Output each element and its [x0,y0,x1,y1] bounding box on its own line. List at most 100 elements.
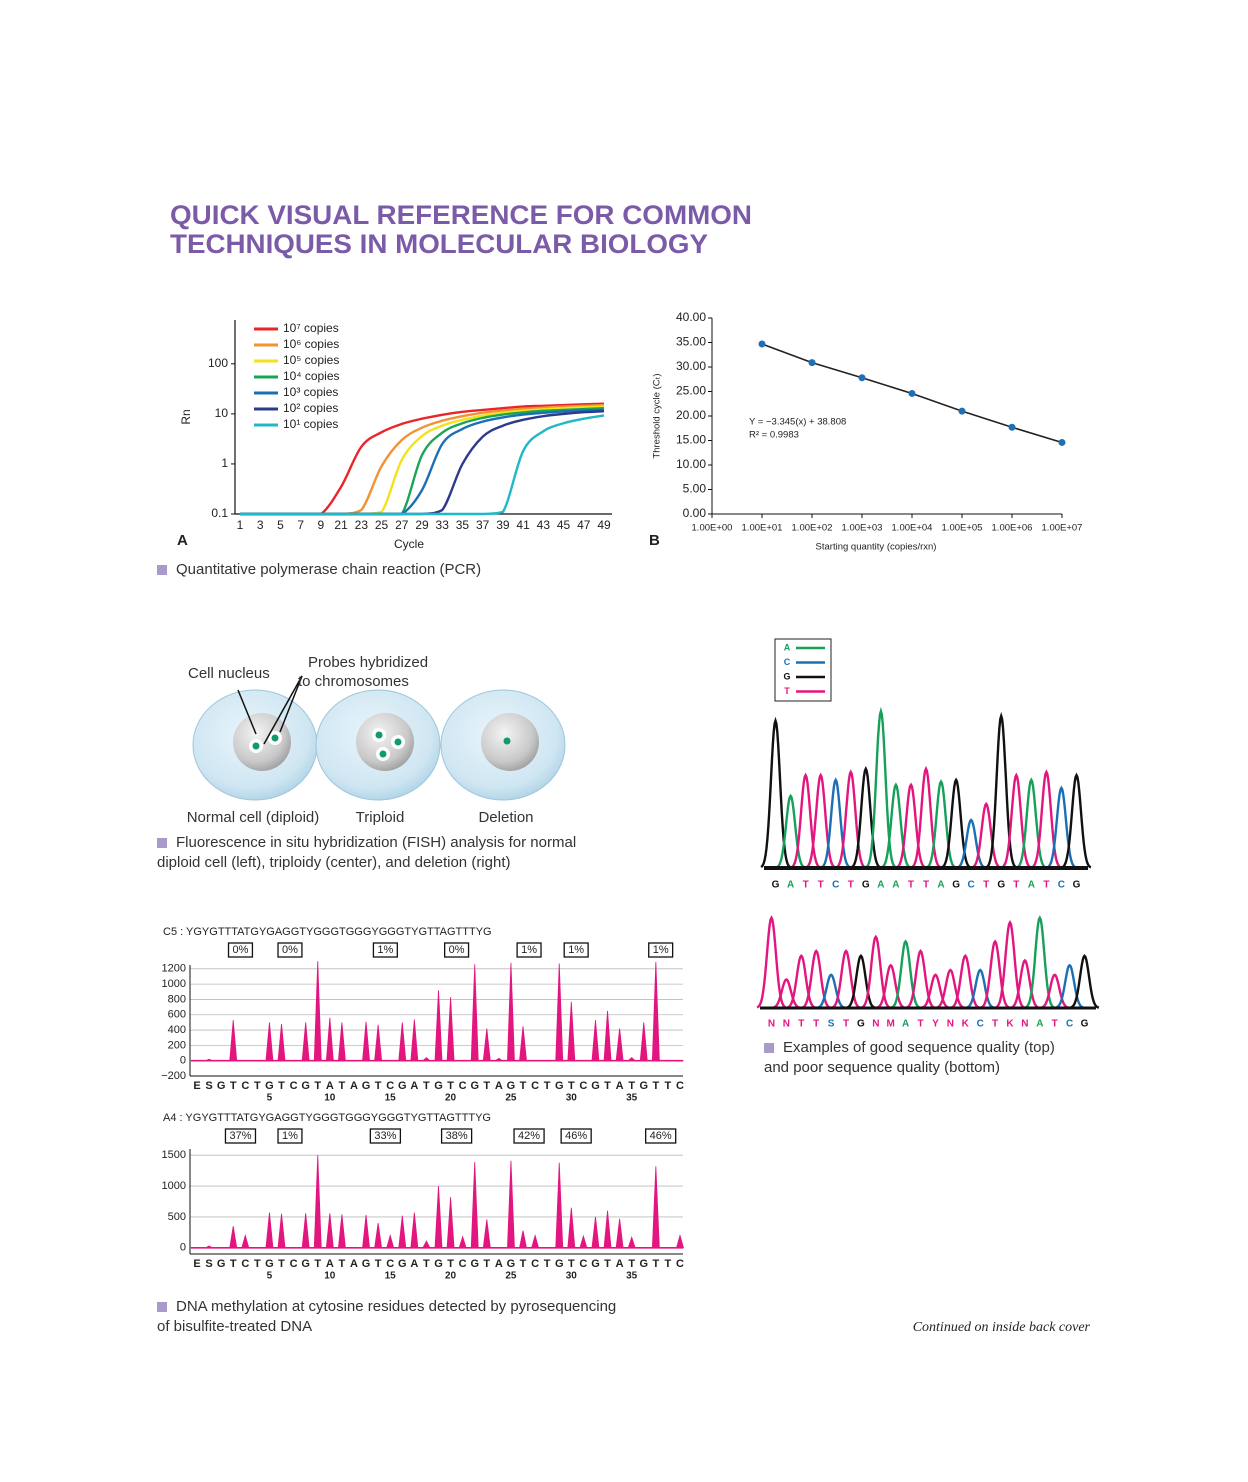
base-call: A [937,880,944,891]
base-call: T [848,880,854,891]
dispensation-label: G [434,1258,443,1270]
dispensation-label: E [193,1080,200,1092]
caption-marker [157,838,167,848]
y-tick-label: 600 [168,1009,186,1021]
caption: of bisulfite-treated DNA [157,1318,312,1335]
trace-peak [831,949,861,1009]
peak [410,1019,419,1062]
base-call: C [977,1019,984,1030]
trace-peak [971,801,1001,869]
dispensation-label: G [265,1258,274,1270]
peak [639,1022,648,1062]
fish-label: Cell nucleus [188,665,270,682]
caption: Examples of good sequence quality (top) [783,1039,1055,1056]
base-call: M [887,1019,895,1030]
trace-peak [876,963,906,1009]
dispensation-label: A [410,1080,418,1092]
base-call: G [997,880,1005,891]
legend-label: A [784,642,791,652]
peak [555,963,564,1062]
page-title: TECHNIQUES IN MOLECULAR BIOLOGY [170,229,708,259]
x-tick-label: 39 [496,518,510,532]
peak [386,1234,395,1249]
trace-peak [926,779,957,869]
dispensation-label: T [254,1080,261,1092]
dispensation-label: T [628,1258,635,1270]
trace-peak [1031,769,1062,869]
peak [277,1023,286,1062]
x-tick-label: 20 [445,1093,457,1104]
fish-label: Deletion [478,809,533,826]
peak [446,1197,455,1249]
label-box [277,942,303,958]
dispensation-label: T [544,1258,551,1270]
caption: Fluorescence in situ hybridization (FISH… [176,834,576,851]
dispensation-label: G [470,1080,479,1092]
peak [265,1022,274,1062]
methylation-label: 33% [374,1130,396,1142]
methylation-label: 1% [653,944,669,956]
label-box [369,1128,402,1144]
label-box [440,1128,473,1144]
peak [229,1020,238,1062]
trace-peak [786,954,816,1009]
x-tick-label: 29 [415,518,429,532]
y-tick-label: 10.00 [676,457,706,471]
data-point [1008,423,1016,431]
pointer [263,675,303,745]
legend-label: C [784,657,791,667]
base-call: A [1028,880,1035,891]
base-call: C [968,880,975,891]
dispensation-label: C [386,1258,394,1270]
trace-peak [1061,772,1092,869]
dispensation-label: T [278,1080,285,1092]
dispensation-label: A [616,1258,624,1270]
trace-peak [756,915,787,1009]
dispensation-label: T [314,1080,321,1092]
base-call: N [947,1019,954,1030]
base-call: T [908,880,914,891]
base-call: T [813,1019,819,1030]
y-tick-label: 0.1 [211,506,228,520]
base-call: G [857,1019,865,1030]
trace-peak [986,711,1017,868]
y-tick-label: 200 [168,1039,186,1051]
y-axis-label: Rn [179,409,193,424]
x-tick-label: 1.00E+04 [892,523,933,534]
x-tick-label: 45 [557,518,571,532]
x-tick-label: 30 [566,1271,578,1282]
base-call: S [828,1019,835,1030]
probe-signal [252,731,511,758]
x-tick-label: 41 [516,518,530,532]
peak [507,1160,515,1249]
dispensation-label: G [639,1080,648,1092]
y-tick-label: 1200 [162,963,186,975]
trace-peak [1024,915,1055,1009]
base-call: K [962,1019,970,1030]
peak [446,997,455,1062]
fish-label: Triploid [356,809,405,826]
peak [410,1212,419,1249]
methylation-label: 1% [282,1130,298,1142]
dispensation-label: C [579,1258,587,1270]
legend-label: 10⁶ copies [283,337,339,351]
trace-peak [835,769,866,869]
peak [519,1230,528,1249]
methylation-label: 1% [521,944,537,956]
probe-glow [249,728,405,761]
x-tick-label: 7 [297,518,304,532]
trace-peak [861,934,891,1009]
y-tick-label: 0 [180,1055,186,1067]
dispensation-label: G [507,1258,516,1270]
methylation-label: 0% [282,944,298,956]
label-box [563,942,589,958]
dispensation-label: T [375,1080,382,1092]
x-tick-label: 33 [436,518,450,532]
dispensation-label: A [350,1080,358,1092]
page-title: QUICK VISUAL REFERENCE FOR COMMON [170,200,752,230]
peak [615,1028,624,1062]
peak [313,961,322,1062]
y-tick-label: 30.00 [676,359,706,373]
equation: Y = −3.345(x) + 38.808 [749,417,846,428]
base-call: G [862,880,870,891]
